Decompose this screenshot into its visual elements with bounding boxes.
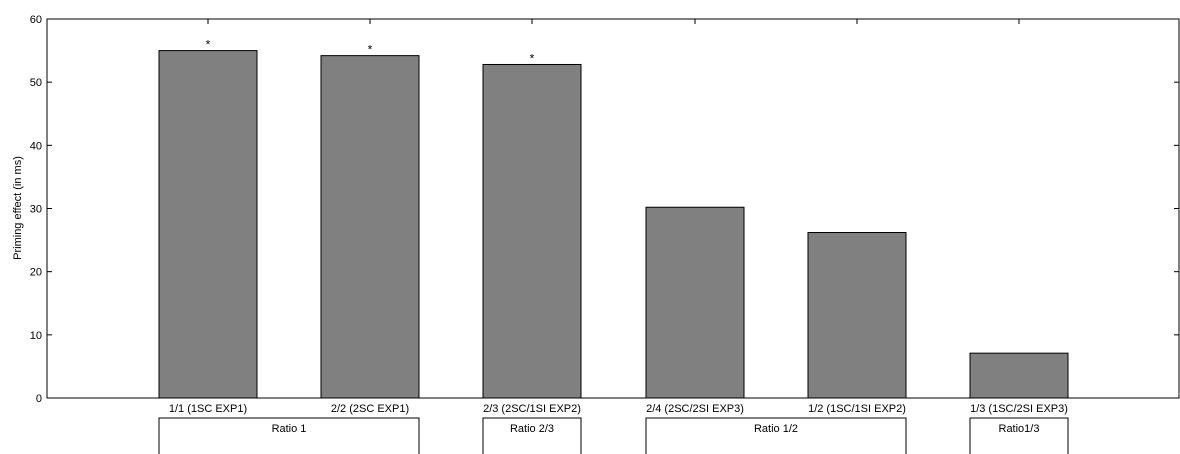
group-bracket <box>645 417 907 454</box>
group-label: Ratio 1/2 <box>754 423 798 435</box>
group-bracket <box>969 417 1069 454</box>
bar-2 <box>320 55 420 399</box>
bar-1 <box>158 50 258 399</box>
group-bracket <box>158 417 420 454</box>
bar-5 <box>807 232 907 399</box>
y-tick-label: 10 <box>30 330 42 342</box>
significance-marker: * <box>368 43 373 57</box>
significance-marker: * <box>206 38 211 52</box>
y-tick-label: 0 <box>36 393 42 405</box>
y-tick-label: 60 <box>30 14 42 26</box>
y-tick-label: 50 <box>30 77 42 89</box>
group-brackets: Ratio 1 Ratio 2/3 Ratio 1/2 Ratio1/3 <box>158 417 1069 454</box>
y-axis-ticks: 0 10 20 30 40 50 60 <box>30 14 1179 405</box>
group-label: Ratio1/3 <box>999 423 1040 435</box>
bar-6 <box>969 352 1069 399</box>
category-labels: 1/1 (1SC EXP1) 2/2 (2SC EXP1) 2/3 (2SC/1SI… <box>169 403 1068 415</box>
significance-marker: * <box>530 51 535 65</box>
y-tick-label: 20 <box>30 267 42 279</box>
bar-4 <box>645 206 745 399</box>
category-label: 1/2 (1SC/1SI EXP2) <box>808 403 906 415</box>
y-tick-label: 30 <box>30 204 42 216</box>
category-label: 1/3 (1SC/2SI EXP3) <box>970 403 1068 415</box>
category-label: 2/3 (2SC/1SI EXP2) <box>483 403 581 415</box>
y-tick-label: 40 <box>30 140 42 152</box>
bar-3 <box>482 63 582 399</box>
category-label: 1/1 (1SC EXP1) <box>169 403 247 415</box>
group-label: Ratio 2/3 <box>510 423 554 435</box>
category-label: 2/4 (2SC/2SI EXP3) <box>646 403 744 415</box>
bars: * * * <box>158 38 1069 399</box>
group-label: Ratio 1 <box>272 423 307 435</box>
y-axis-label: Priming effect (in ms) <box>12 156 24 260</box>
category-label: 2/2 (2SC EXP1) <box>331 403 409 415</box>
group-bracket <box>482 417 582 454</box>
